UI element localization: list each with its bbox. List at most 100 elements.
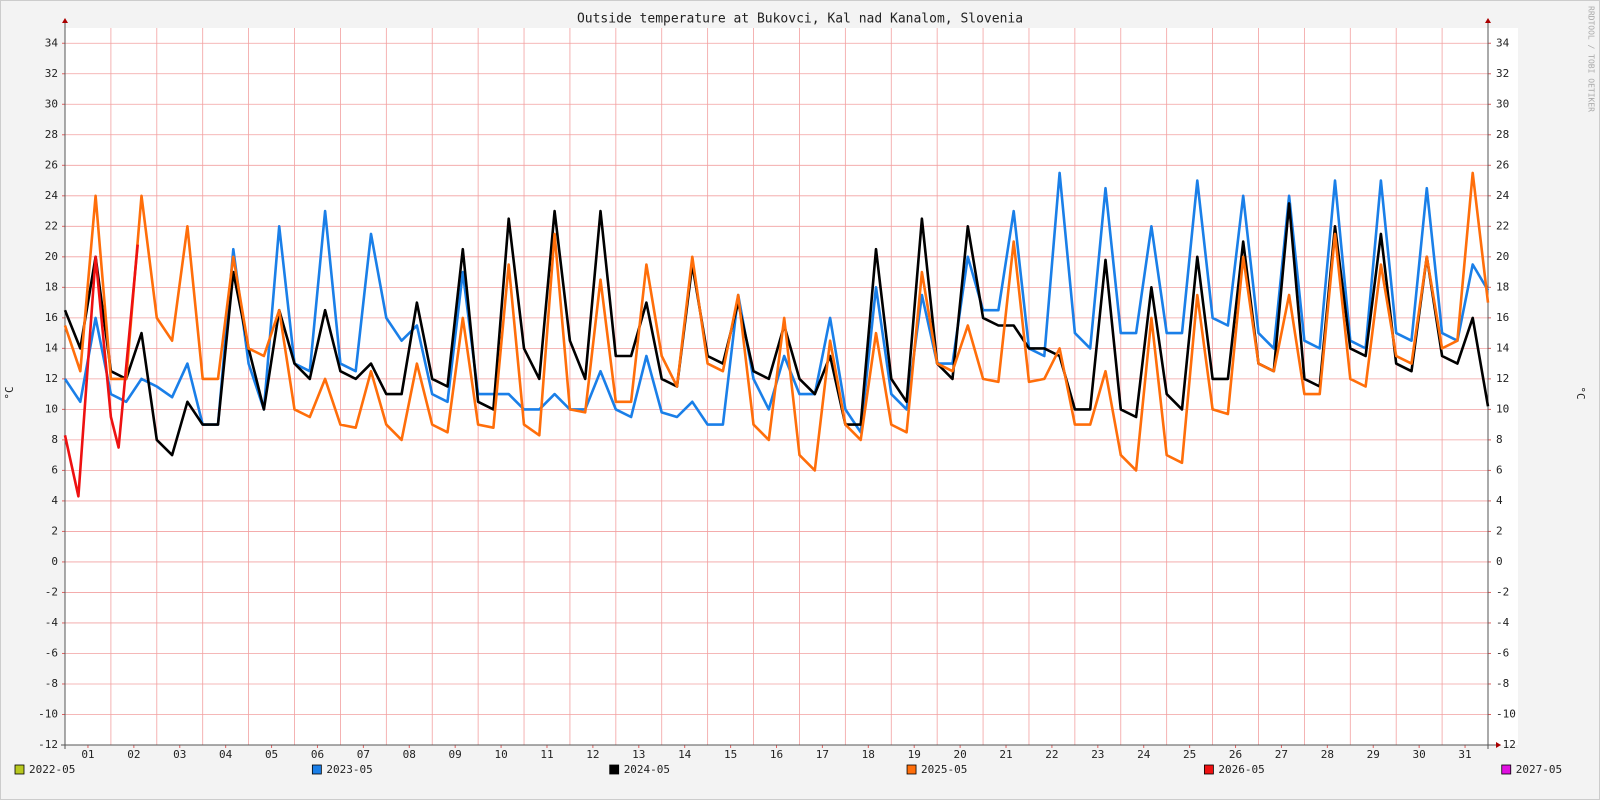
x-tick-label: 07: [357, 748, 370, 761]
y2-tick-label: 14: [1496, 341, 1510, 354]
y-tick-label: 18: [45, 280, 58, 293]
legend-swatch: [14, 764, 25, 775]
x-tick-label: 11: [540, 748, 553, 761]
legend-swatch: [311, 764, 322, 775]
y-tick-label: -8: [45, 677, 58, 690]
x-tick-label: 15: [724, 748, 737, 761]
x-tick-label: 30: [1413, 748, 1426, 761]
legend-label: 2027-05: [1516, 763, 1562, 776]
x-tick-label: 16: [770, 748, 783, 761]
x-tick-label: 05: [265, 748, 278, 761]
legend-label: 2025-05: [921, 763, 967, 776]
x-tick-label: 17: [816, 748, 829, 761]
legend-swatch: [906, 764, 917, 775]
y-tick-label: 0: [51, 555, 58, 568]
y2-tick-label: -10: [1496, 707, 1516, 720]
x-tick-label: 23: [1091, 748, 1104, 761]
y-tick-label: 14: [45, 341, 59, 354]
legend-swatch: [609, 764, 620, 775]
y-tick-label: 26: [45, 158, 58, 171]
y-tick-label: -6: [45, 646, 58, 659]
y-tick-label: 20: [45, 250, 58, 263]
x-tick-label: 19: [908, 748, 921, 761]
y2-tick-label: 26: [1496, 158, 1509, 171]
y-tick-label: 34: [45, 36, 59, 49]
x-tick-label: 25: [1183, 748, 1196, 761]
series-line: [63, 244, 139, 498]
y-tick-label: 10: [45, 402, 58, 415]
x-tick-label: 12: [586, 748, 599, 761]
x-tick-label: 03: [173, 748, 186, 761]
y2-axis-label: °C: [1574, 386, 1587, 399]
y2-tick-label: 20: [1496, 250, 1509, 263]
y2-tick-label: 32: [1496, 67, 1509, 80]
y-tick-label: 30: [45, 97, 58, 110]
legend-swatch: [1501, 764, 1512, 775]
x-tick-label: 24: [1137, 748, 1151, 761]
x-tick-label: 26: [1229, 748, 1242, 761]
y-tick-label: 2: [51, 524, 58, 537]
x-tick-label: 01: [81, 748, 94, 761]
y-tick-label: 24: [45, 189, 59, 202]
series-line: [63, 171, 1490, 472]
axis-arrow: [1485, 18, 1491, 23]
y-tick-label: 28: [45, 128, 58, 141]
y-tick-label: -2: [45, 585, 58, 598]
y2-tick-label: 2: [1496, 524, 1503, 537]
y2-tick-label: 28: [1496, 128, 1509, 141]
y-axis-label: °C: [3, 386, 16, 399]
axis-arrow: [1496, 742, 1501, 748]
y2-tick-label: -2: [1496, 585, 1509, 598]
y2-tick-label: 4: [1496, 494, 1503, 507]
y2-tick-label: -8: [1496, 677, 1509, 690]
x-tick-label: 06: [311, 748, 324, 761]
y-tick-label: 8: [51, 433, 58, 446]
y2-tick-label: -4: [1496, 616, 1510, 629]
legend-swatch: [1203, 764, 1214, 775]
watermark: RRDTOOL / TOBI OETIKER: [1587, 6, 1596, 112]
y2-tick-label: 12: [1496, 372, 1509, 385]
x-tick-label: 27: [1275, 748, 1288, 761]
y2-tick-label: -6: [1496, 646, 1509, 659]
y2-tick-label: 6: [1496, 463, 1503, 476]
y2-tick-label: 0: [1496, 555, 1503, 568]
y2-tick-label: 18: [1496, 280, 1509, 293]
x-tick-label: 04: [219, 748, 233, 761]
x-tick-label: 14: [678, 748, 692, 761]
y-tick-label: 12: [45, 372, 58, 385]
x-tick-label: 08: [403, 748, 416, 761]
y2-tick-label: 10: [1496, 402, 1509, 415]
y2-tick-label: 16: [1496, 311, 1509, 324]
x-tick-label: 21: [999, 748, 1012, 761]
y2-tick-label: 22: [1496, 219, 1509, 232]
y-tick-label: -10: [38, 707, 58, 720]
y-tick-label: -12: [38, 738, 58, 751]
legend-label: 2022-05: [29, 763, 75, 776]
x-tick-label: 13: [632, 748, 645, 761]
x-tick-label: 20: [953, 748, 966, 761]
chart-title: Outside temperature at Bukovci, Kal nad …: [577, 12, 1023, 27]
y2-tick-label: 34: [1496, 36, 1510, 49]
y2-tick-label: 30: [1496, 97, 1509, 110]
x-tick-label: 31: [1458, 748, 1471, 761]
axis-arrow: [62, 18, 68, 23]
y2-tick-label: 24: [1496, 189, 1510, 202]
legend-label: 2023-05: [326, 763, 372, 776]
y-tick-label: 16: [45, 311, 58, 324]
x-tick-label: 02: [127, 748, 140, 761]
x-tick-label: 18: [862, 748, 875, 761]
y-tick-label: 4: [51, 494, 58, 507]
legend-label: 2026-05: [1218, 763, 1264, 776]
legend-label: 2024-05: [624, 763, 670, 776]
y-tick-label: 6: [51, 463, 58, 476]
x-tick-label: 29: [1367, 748, 1380, 761]
y-tick-label: 22: [45, 219, 58, 232]
x-tick-label: 09: [449, 748, 462, 761]
y2-tick-label: 8: [1496, 433, 1503, 446]
y-tick-label: 32: [45, 67, 58, 80]
y2-tick-label: -12: [1496, 738, 1516, 751]
x-tick-label: 28: [1321, 748, 1334, 761]
y-tick-label: -4: [45, 616, 59, 629]
x-tick-label: 10: [494, 748, 507, 761]
